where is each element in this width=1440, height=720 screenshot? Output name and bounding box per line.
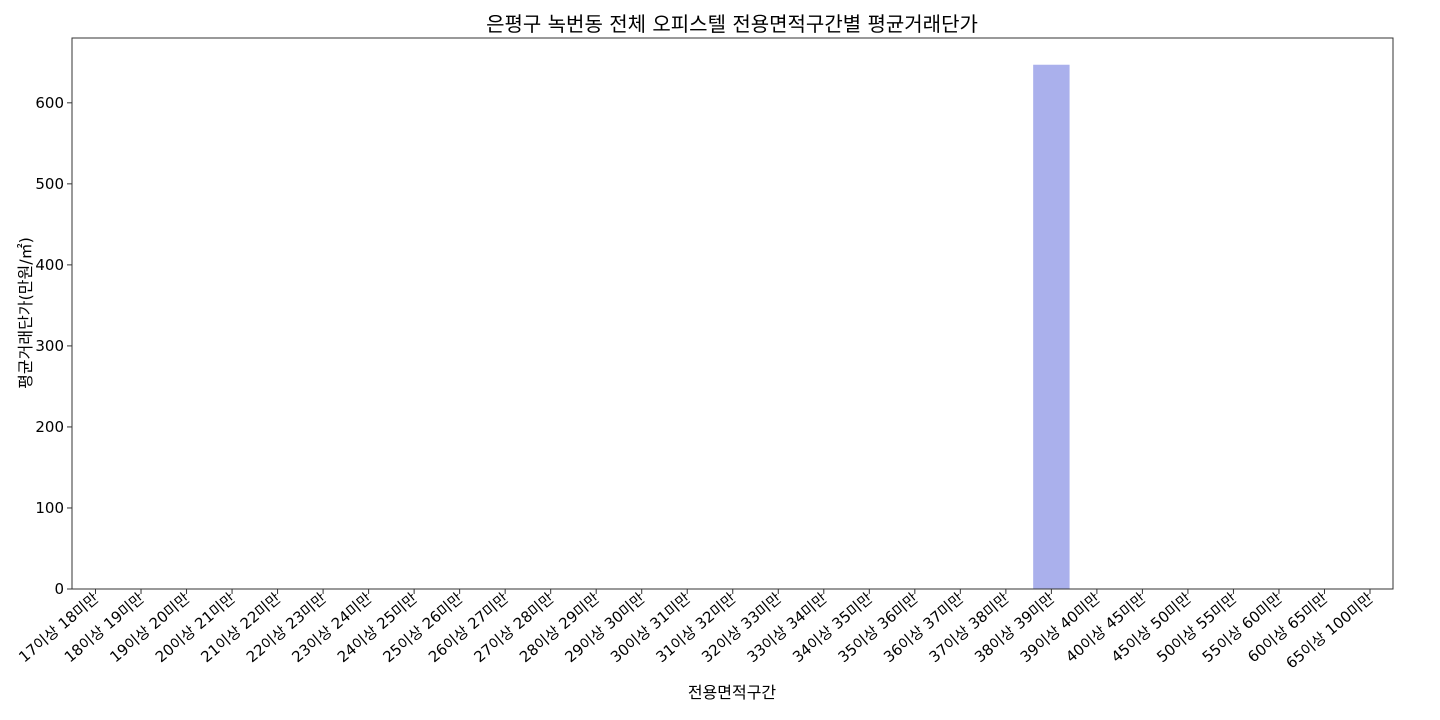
- y-tick-label: 100: [35, 499, 64, 517]
- bars-group: [1033, 64, 1070, 590]
- y-axis-label: 평균거래단가(만원/㎡): [16, 237, 35, 389]
- y-tick-label: 0: [54, 580, 64, 598]
- y-tick-label: 400: [35, 256, 64, 274]
- y-tick-label: 300: [35, 337, 64, 355]
- bar: [1033, 64, 1070, 590]
- y-tick-label: 500: [35, 175, 64, 193]
- x-axis-label: 전용면적구간: [688, 683, 777, 702]
- y-tick-label: 600: [35, 94, 64, 112]
- y-tick-label: 200: [35, 418, 64, 436]
- y-axis: 0 100 200 300 400 500 600: [35, 94, 72, 598]
- plot-frame: [71, 37, 1394, 590]
- chart-title: 은평구 녹번동 전체 오피스텔 전용면적구간별 평균거래단가: [486, 12, 978, 36]
